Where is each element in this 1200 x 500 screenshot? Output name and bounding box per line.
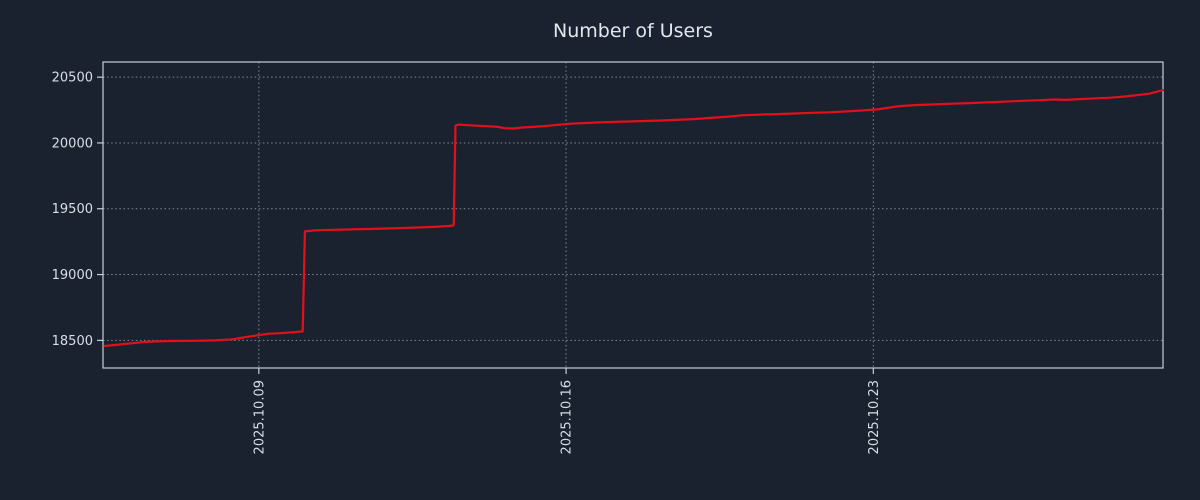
- x-tick-label: 2025.10.16: [560, 380, 575, 454]
- y-tick-label: 19500: [52, 202, 93, 217]
- x-tick-label: 2025.10.09: [252, 380, 267, 454]
- series-line-users: [103, 88, 1165, 348]
- series-layer: [103, 88, 1165, 348]
- y-tick-label: 20500: [52, 71, 93, 86]
- y-tick-label: 18500: [52, 334, 93, 349]
- plot-border: [102, 61, 1164, 369]
- chart-title: Number of Users: [553, 20, 713, 42]
- label-layer: 18500 19000 19500 20000 20500 2025.10.09 2025.…: [52, 71, 882, 455]
- y-tick-label: 20000: [52, 136, 93, 151]
- y-tick-label: 19000: [52, 268, 93, 283]
- x-tick-label: 2025.10.23: [867, 380, 882, 454]
- tick-layer: [97, 76, 874, 374]
- grid-layer: [103, 62, 1163, 368]
